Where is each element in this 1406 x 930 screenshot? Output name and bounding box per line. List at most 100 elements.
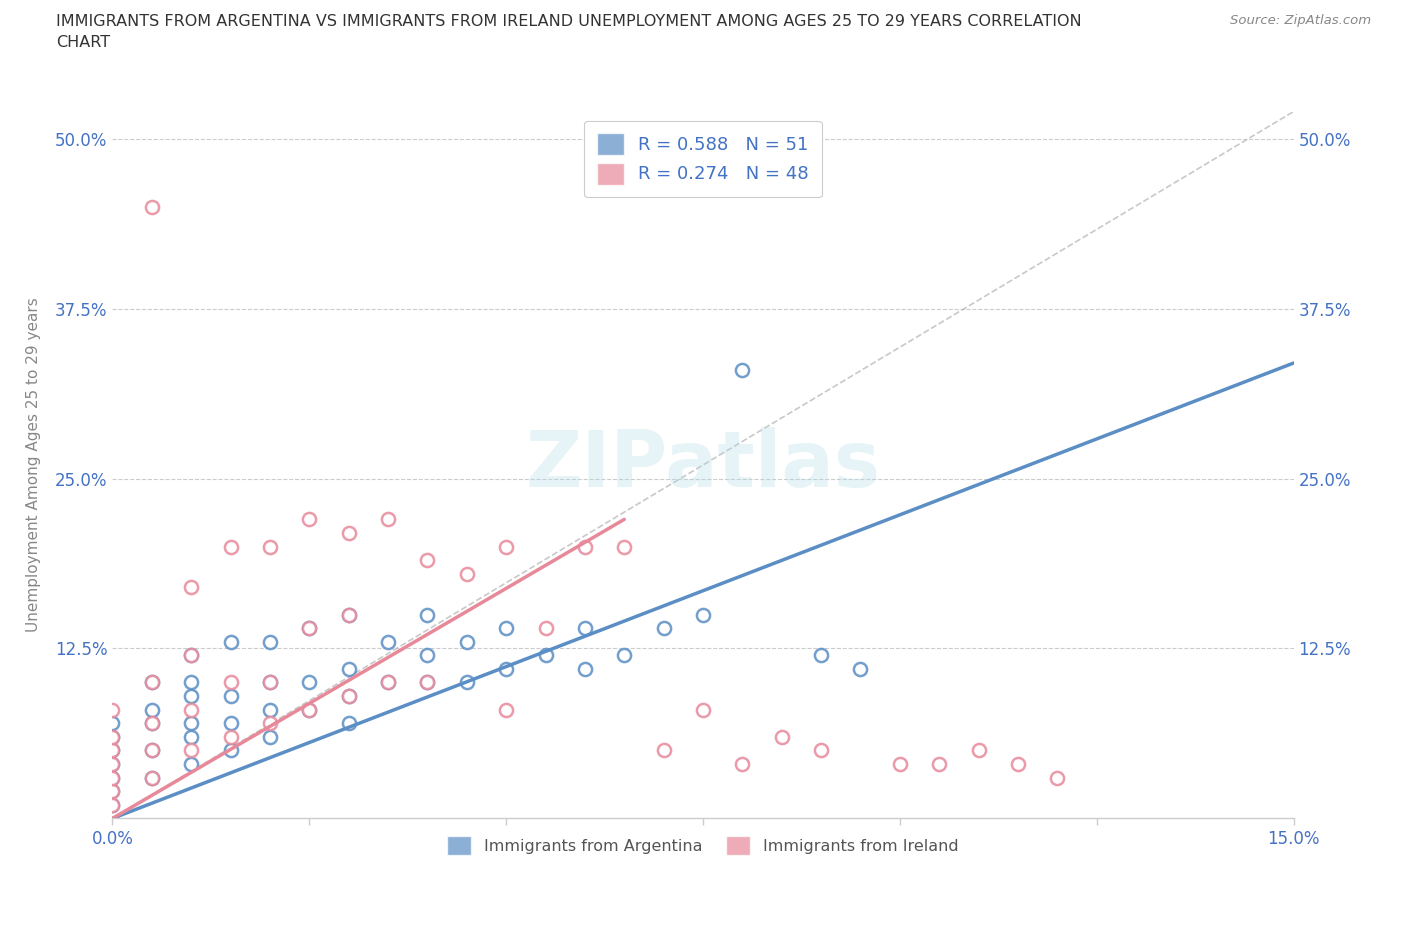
Point (298, 620, 321, 635)
Point (141, 770, 163, 785)
Text: ZIPatlas: ZIPatlas (526, 427, 880, 503)
Point (101, 743, 124, 758)
Point (534, 648, 557, 663)
Point (337, 716, 360, 731)
Point (1046, 770, 1069, 785)
Point (613, 539, 636, 554)
Point (101, 770, 124, 785)
Point (416, 648, 439, 663)
Point (259, 539, 281, 554)
Point (849, 661, 872, 676)
Y-axis label: Unemployment Among Ages 25 to 29 years: Unemployment Among Ages 25 to 29 years (27, 298, 41, 632)
Point (298, 702, 321, 717)
Point (101, 784, 124, 799)
Point (259, 702, 281, 717)
Point (101, 784, 124, 799)
Point (928, 757, 950, 772)
Point (180, 648, 202, 663)
Point (180, 743, 202, 758)
Point (219, 716, 242, 731)
Point (495, 620, 517, 635)
Point (298, 620, 321, 635)
Point (574, 539, 596, 554)
Point (337, 607, 360, 622)
Point (101, 797, 124, 812)
Point (259, 675, 281, 690)
Point (456, 566, 478, 581)
Point (298, 512, 321, 526)
Point (259, 729, 281, 744)
Point (652, 620, 675, 635)
Point (101, 757, 124, 772)
Point (141, 716, 163, 731)
Point (574, 661, 596, 676)
Point (1007, 757, 1029, 772)
Point (613, 648, 636, 663)
Point (731, 757, 754, 772)
Point (141, 199, 163, 214)
Point (219, 539, 242, 554)
Point (337, 607, 360, 622)
Point (810, 743, 832, 758)
Point (101, 770, 124, 785)
Point (180, 716, 202, 731)
Point (180, 729, 202, 744)
Point (219, 729, 242, 744)
Point (337, 525, 360, 540)
Point (495, 539, 517, 554)
Point (101, 729, 124, 744)
Legend: Immigrants from Argentina, Immigrants from Ireland: Immigrants from Argentina, Immigrants fr… (439, 828, 967, 863)
Point (967, 743, 990, 758)
Point (141, 770, 163, 785)
Point (298, 702, 321, 717)
Point (770, 729, 793, 744)
Point (495, 661, 517, 676)
Point (456, 634, 478, 649)
Point (259, 634, 281, 649)
Text: Source: ZipAtlas.com: Source: ZipAtlas.com (1230, 14, 1371, 27)
Point (180, 580, 202, 595)
Point (810, 648, 832, 663)
Point (141, 675, 163, 690)
Point (377, 512, 399, 526)
Point (692, 607, 714, 622)
Point (219, 634, 242, 649)
Point (180, 648, 202, 663)
Point (889, 757, 911, 772)
Point (574, 620, 596, 635)
Point (141, 743, 163, 758)
Point (731, 363, 754, 378)
Point (101, 797, 124, 812)
Point (101, 716, 124, 731)
Point (416, 552, 439, 567)
Point (259, 675, 281, 690)
Point (377, 675, 399, 690)
Point (219, 675, 242, 690)
Point (416, 675, 439, 690)
Point (337, 688, 360, 703)
Text: IMMIGRANTS FROM ARGENTINA VS IMMIGRANTS FROM IRELAND UNEMPLOYMENT AMONG AGES 25 : IMMIGRANTS FROM ARGENTINA VS IMMIGRANTS … (56, 14, 1081, 50)
Point (180, 688, 202, 703)
Point (141, 743, 163, 758)
Point (337, 688, 360, 703)
Point (180, 702, 202, 717)
Point (101, 757, 124, 772)
Point (101, 743, 124, 758)
Point (219, 743, 242, 758)
Point (495, 702, 517, 717)
Point (101, 702, 124, 717)
Point (416, 607, 439, 622)
Point (141, 675, 163, 690)
Point (219, 688, 242, 703)
Point (141, 716, 163, 731)
Point (141, 702, 163, 717)
Point (180, 757, 202, 772)
Point (377, 634, 399, 649)
Point (259, 716, 281, 731)
Point (534, 620, 557, 635)
Point (298, 675, 321, 690)
Point (692, 702, 714, 717)
Point (377, 675, 399, 690)
Point (337, 661, 360, 676)
Point (456, 675, 478, 690)
